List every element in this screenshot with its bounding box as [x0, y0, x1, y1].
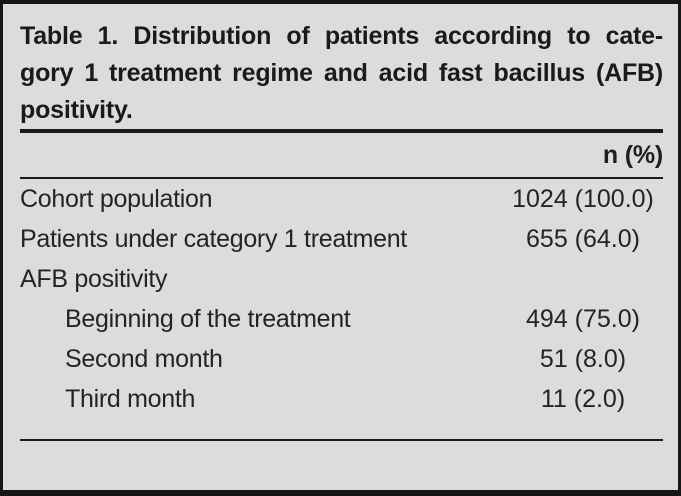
row-value: 655 (64.0): [526, 224, 640, 253]
table-row: Cohort population 1024 (100.0): [20, 179, 663, 219]
row-label: Patients under category 1 treatment: [20, 224, 407, 253]
table-title: Table 1. Distribution of patients accord…: [20, 18, 663, 129]
table-header-row: n (%): [20, 133, 663, 177]
table-row: Second month 51 (8.0): [20, 339, 663, 379]
table-title-line-1: Table 1. Distribution of patients accord…: [20, 22, 663, 50]
table-row: Patients under category 1 treatment 655 …: [20, 219, 663, 259]
bottom-spacer: [20, 419, 663, 439]
title-separator-rule: [20, 129, 663, 133]
row-label: Third month: [65, 384, 196, 413]
header-separator-rule: [20, 177, 663, 179]
column-header-n-percent: n (%): [602, 140, 663, 169]
table-row: Third month 11 (2.0): [20, 379, 663, 419]
row-label: Cohort population: [20, 184, 213, 213]
row-value: 1024 (100.0): [512, 184, 654, 213]
table-title-line-2: gory 1 treatment regime and acid fast ba…: [20, 59, 663, 87]
row-label: Second month: [65, 344, 223, 373]
row-value: 51 (8.0): [539, 344, 627, 373]
table-row: Beginning of the treatment 494 (75.0): [20, 299, 663, 339]
bottom-rule: [20, 439, 663, 441]
table-body: Cohort population 1024 (100.0) Patients …: [20, 179, 663, 419]
table-title-line-3: positivity.: [20, 96, 133, 124]
row-value: 494 (75.0): [526, 304, 640, 333]
row-label: AFB positivity: [20, 264, 168, 293]
row-label: Beginning of the treatment: [65, 304, 351, 333]
row-value: 11 (2.0): [540, 384, 626, 413]
table-row: AFB positivity: [20, 259, 663, 299]
